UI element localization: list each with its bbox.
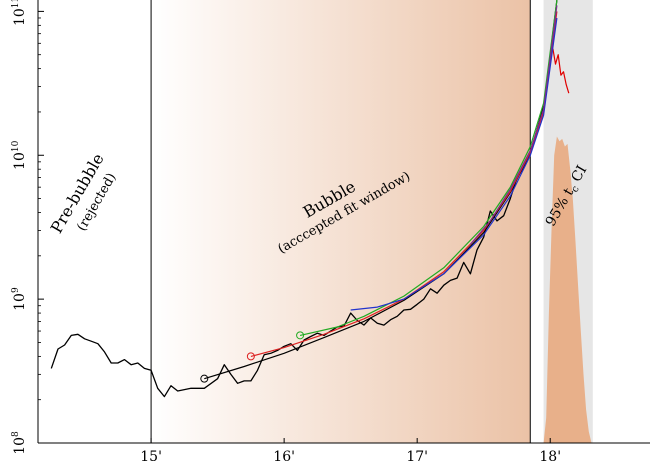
ci-label-subscript: c [569, 184, 582, 195]
series-line-0 [50, 105, 545, 398]
x-tick-label-3: 18' [539, 449, 561, 465]
bubble-window-region [151, 0, 531, 443]
series-line-4 [299, 0, 558, 336]
series-line-6 [469, 5, 558, 245]
x-tick-label-1: 16' [273, 449, 295, 465]
fit-start-marker-1 [246, 352, 255, 361]
series-line-3 [250, 11, 558, 357]
fit-start-marker-0 [200, 374, 209, 383]
tc-density-shape [543, 136, 592, 443]
x-tick-label-2: 17' [406, 449, 428, 465]
series-line-5 [350, 17, 558, 311]
x-tick-label-0: 15' [140, 449, 162, 465]
y-tick-label-0: 108 [11, 431, 28, 455]
y-tick-label-2: 1010 [11, 140, 28, 170]
y-tick-label-1: 109 [11, 287, 28, 311]
y-tick-label-3: 1011 [11, 0, 28, 26]
fit-start-marker-2 [296, 331, 305, 340]
series-line-1 [552, 48, 570, 94]
